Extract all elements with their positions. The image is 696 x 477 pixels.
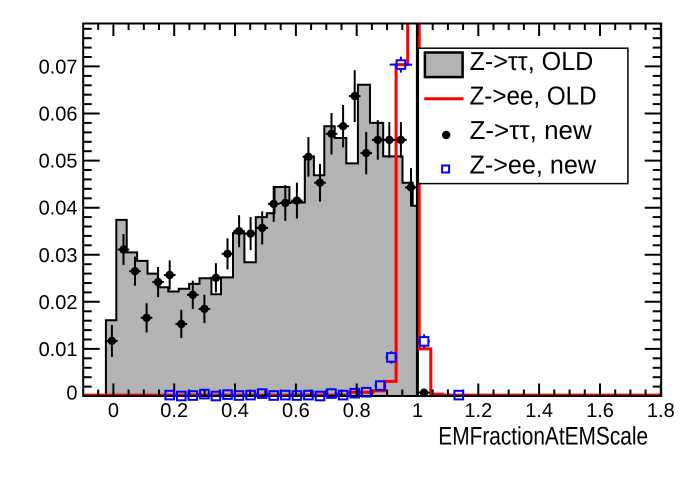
svg-text:Z->ττ, new: Z->ττ, new [470,115,592,145]
svg-text:0.4: 0.4 [221,400,249,422]
svg-text:1.6: 1.6 [586,400,614,422]
svg-text:EMFractionAtEMScale: EMFractionAtEMScale [438,423,648,451]
svg-text:0.6: 0.6 [282,400,310,422]
svg-text:0: 0 [66,383,77,405]
svg-text:1.2: 1.2 [464,400,492,422]
svg-text:0.07: 0.07 [39,56,78,78]
svg-text:0.06: 0.06 [39,104,78,126]
svg-text:1.8: 1.8 [647,400,675,422]
svg-text:0.02: 0.02 [39,292,78,314]
svg-text:1.4: 1.4 [525,400,553,422]
svg-text:1: 1 [412,400,423,422]
svg-text:0.03: 0.03 [39,245,78,267]
svg-text:0.05: 0.05 [39,151,78,173]
svg-text:Z->ττ, OLD: Z->ττ, OLD [470,46,594,76]
svg-text:0.2: 0.2 [160,400,188,422]
svg-text:0: 0 [108,400,119,422]
svg-text:0.8: 0.8 [343,400,371,422]
svg-text:Z->ee, new: Z->ee, new [470,150,597,180]
svg-text:0.04: 0.04 [39,198,78,220]
svg-text:Z->ee, OLD: Z->ee, OLD [470,80,597,110]
svg-text:0.01: 0.01 [39,339,78,361]
